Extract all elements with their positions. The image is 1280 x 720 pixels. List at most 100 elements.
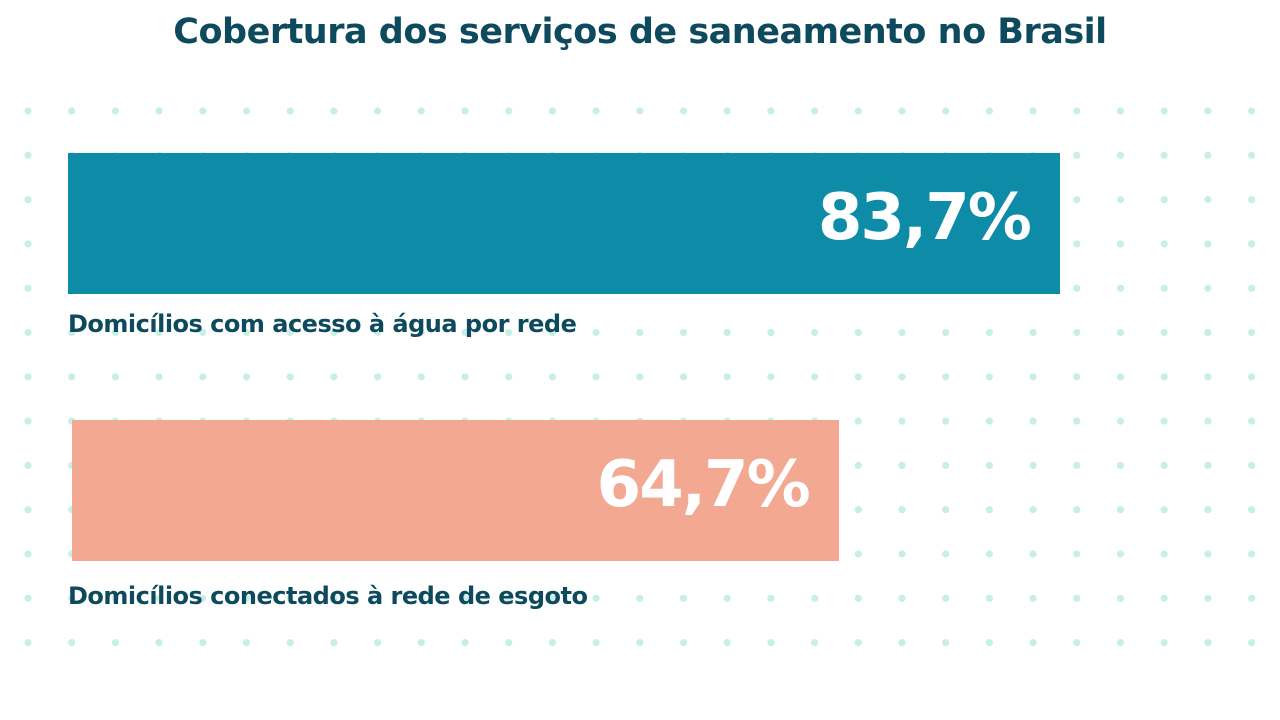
background-dot: [592, 639, 600, 647]
background-dot: [1160, 151, 1168, 159]
background-dot: [942, 639, 950, 647]
background-dot: [854, 373, 862, 381]
background-dot: [111, 594, 119, 602]
background-dot: [111, 373, 119, 381]
background-dot: [155, 107, 163, 115]
background-dot: [1248, 328, 1256, 337]
background-dot: [1160, 461, 1168, 469]
background-dot: [985, 107, 994, 115]
background-dot: [767, 639, 775, 647]
background-dot: [898, 328, 906, 337]
background-dot: [374, 639, 382, 647]
background-dot: [1029, 550, 1037, 558]
background-dot: [1116, 284, 1125, 292]
background-dot: [942, 594, 950, 602]
background-dot: [286, 639, 294, 647]
background-dot: [942, 461, 950, 469]
background-dot: [592, 107, 600, 115]
background-dot: [985, 594, 994, 602]
background-dot: [1116, 506, 1125, 514]
background-dot: [1073, 550, 1081, 558]
background-dot: [1204, 373, 1212, 381]
background-dot: [286, 373, 294, 381]
background-dot: [24, 417, 32, 425]
background-dot: [155, 328, 163, 337]
background-dot: [1248, 461, 1256, 469]
background-dot: [942, 107, 950, 115]
background-dot: [811, 373, 819, 381]
background-dot: [461, 373, 469, 381]
background-dot: [1073, 151, 1081, 159]
background-dot: [417, 328, 425, 337]
bar-sewage: 64,7%: [72, 420, 839, 561]
background-dot: [1073, 639, 1081, 647]
background-dot: [1248, 373, 1256, 381]
background-dot: [199, 639, 207, 647]
background-dot: [1160, 284, 1168, 292]
background-dot: [1248, 639, 1256, 647]
background-dot: [24, 550, 32, 558]
background-dot: [1073, 107, 1081, 115]
background-dot: [1116, 151, 1125, 159]
background-dot: [1248, 196, 1256, 204]
background-dot: [854, 461, 862, 469]
background-dot: [1160, 240, 1168, 248]
category-label-water: Domicílios com acesso à água por rede: [68, 310, 577, 338]
background-dot: [942, 417, 950, 425]
background-dot: [374, 373, 382, 381]
background-dot: [1116, 328, 1125, 337]
background-dot: [24, 284, 32, 292]
background-dot: [199, 373, 207, 381]
background-dot: [1204, 506, 1212, 514]
background-dot: [1204, 107, 1212, 115]
background-dot: [1248, 284, 1256, 292]
background-dot: [811, 107, 819, 115]
background-dot: [242, 107, 251, 115]
background-dot: [1160, 107, 1168, 115]
background-dot: [985, 461, 994, 469]
background-dot: [242, 328, 251, 337]
background-dot: [1248, 417, 1256, 425]
background-dot: [155, 373, 163, 381]
background-dot: [1204, 151, 1212, 159]
background-dot: [1073, 417, 1081, 425]
background-dot: [1073, 240, 1081, 248]
background-dot: [1160, 506, 1168, 514]
background-dot: [1073, 284, 1081, 292]
background-dot: [854, 639, 862, 647]
background-dot: [1204, 594, 1212, 602]
background-dot: [417, 107, 425, 115]
background-dot: [548, 373, 557, 381]
background-dot: [199, 328, 207, 337]
background-dot: [767, 328, 775, 337]
background-dot: [942, 373, 950, 381]
background-dot: [898, 417, 906, 425]
background-dot: [898, 506, 906, 514]
background-dot: [1160, 328, 1168, 337]
background-dot: [24, 107, 32, 115]
background-dot: [24, 594, 32, 602]
background-dot: [374, 594, 382, 602]
background-dot: [155, 639, 163, 647]
background-dot: [1248, 550, 1256, 558]
background-dot: [1116, 639, 1125, 647]
background-dot: [1160, 373, 1168, 381]
background-dot: [985, 373, 994, 381]
background-dot: [461, 328, 469, 337]
background-dot: [417, 639, 425, 647]
background-dot: [1073, 373, 1081, 381]
background-dot: [636, 594, 644, 602]
background-dot: [1029, 506, 1037, 514]
background-dot: [24, 373, 32, 381]
background-dot: [1204, 196, 1212, 204]
background-dot: [854, 550, 862, 558]
background-dot: [723, 373, 731, 381]
background-dot: [505, 107, 513, 115]
background-dot: [1116, 196, 1125, 204]
background-dot: [1029, 461, 1037, 469]
background-dot: [811, 328, 819, 337]
background-dot: [1029, 373, 1037, 381]
background-dot: [1116, 417, 1125, 425]
background-dot: [155, 594, 163, 602]
